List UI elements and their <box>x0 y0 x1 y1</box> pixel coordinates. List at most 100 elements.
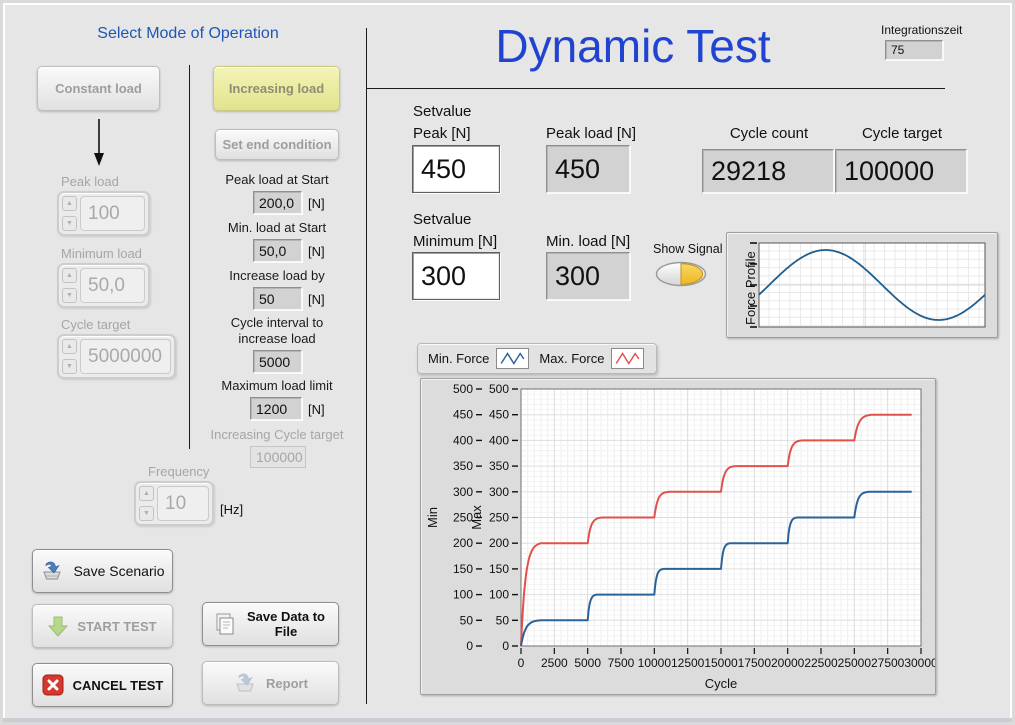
minimum-load-label: Minimum load <box>61 246 142 261</box>
spin-up-icon[interactable]: ▲ <box>139 486 154 501</box>
frequency-spinner[interactable]: ▲ ▼ 10 <box>134 481 214 526</box>
save-icon <box>233 672 257 694</box>
setvalue-peak-input[interactable]: 450 <box>412 145 500 193</box>
cycle-target-indicator-label: Cycle target <box>836 125 968 142</box>
cycle-interval-field[interactable]: 5000 <box>253 350 302 373</box>
save-data-label: Save Data to File <box>245 609 327 639</box>
peak-load-indicator: 450 <box>546 145 630 193</box>
tick-label: 200 <box>453 536 473 550</box>
tick-label: 150 <box>489 562 509 576</box>
tick-label: 500 <box>453 382 473 396</box>
tick-label: 50 <box>496 613 510 627</box>
cycle-interval-label: Cycle interval to increase load <box>216 315 338 347</box>
tick-label: 350 <box>489 459 509 473</box>
force-profile-chart <box>749 241 991 331</box>
constant-load-button[interactable]: Constant load <box>37 66 160 111</box>
frequency-value[interactable]: 10 <box>157 486 209 521</box>
cycle-target-label: Cycle target <box>61 317 130 332</box>
legend-item-max-label[interactable]: Max. Force <box>539 351 604 366</box>
integration-field[interactable]: 75 <box>885 40 943 60</box>
report-label: Report <box>266 676 308 691</box>
show-signal-toggle[interactable] <box>654 260 710 290</box>
tick-label: 400 <box>489 433 509 447</box>
setvalue-min-input[interactable]: 300 <box>412 252 500 300</box>
tick-label: 450 <box>489 408 509 422</box>
spin-up-icon[interactable]: ▲ <box>62 268 77 283</box>
min-load-start-label: Min. load at Start <box>206 220 348 235</box>
tick-label: 350 <box>453 459 473 473</box>
minimum-load-spinner[interactable]: ▲ ▼ 50,0 <box>57 263 150 308</box>
peak-load-start-unit: [N] <box>308 196 325 211</box>
maximum-load-limit-unit: [N] <box>308 402 325 417</box>
tick-label: 20000 <box>771 656 805 670</box>
tick-label: 450 <box>453 408 473 422</box>
tick-label: 17500 <box>738 656 772 670</box>
setvalue-min-label-2: Minimum [N] <box>413 233 497 250</box>
start-test-button[interactable]: START TEST <box>32 604 173 648</box>
setvalue-min-label-1: Setvalue <box>413 211 471 228</box>
spin-down-icon[interactable]: ▼ <box>62 216 77 231</box>
tick-label: 0 <box>518 656 525 670</box>
cancel-test-button[interactable]: CANCEL TEST <box>32 663 173 707</box>
legend-min-icon[interactable] <box>496 348 529 369</box>
tick-label: 300 <box>453 485 473 499</box>
spin-down-icon[interactable]: ▼ <box>62 359 77 374</box>
tick-label: 300 <box>489 485 509 499</box>
setvalue-peak-label-1: Setvalue <box>413 103 471 120</box>
cycle-target-spinner[interactable]: ▲ ▼ 5000000 <box>57 334 176 379</box>
main-chart-panel: 0050501001001501502002002502503003003503… <box>420 378 936 695</box>
save-scenario-label: Save Scenario <box>73 563 164 579</box>
maximum-load-limit-field[interactable]: 1200 <box>250 397 302 420</box>
select-mode-title: Select Mode of Operation <box>58 25 318 43</box>
tick-label: 27500 <box>871 656 905 670</box>
page-title: Dynamic Test <box>403 19 863 73</box>
tick-label: 7500 <box>608 656 635 670</box>
tick-label: 15000 <box>704 656 738 670</box>
cancel-test-label: CANCEL TEST <box>73 678 164 693</box>
increase-load-by-label: Increase load by <box>206 268 348 283</box>
start-test-label: START TEST <box>77 619 156 634</box>
increasing-load-button[interactable]: Increasing load <box>213 66 340 111</box>
save-scenario-button[interactable]: Save Scenario <box>32 549 173 593</box>
window-bottom-edge <box>3 718 1012 722</box>
dynamic-test-window: Select Mode of Operation Constant load P… <box>0 0 1015 725</box>
frequency-label: Frequency <box>148 464 209 479</box>
flow-arrow-icon <box>91 117 107 167</box>
cycle-target-value[interactable]: 5000000 <box>80 339 171 374</box>
increasing-cycle-target-label: Increasing Cycle target <box>206 427 348 442</box>
main-divider <box>366 28 367 704</box>
peak-load-value[interactable]: 100 <box>80 196 145 231</box>
tick-label: 150 <box>453 562 473 576</box>
green-arrow-icon <box>48 615 68 637</box>
setvalue-peak-label-2: Peak [N] <box>413 125 471 142</box>
peak-load-spinner[interactable]: ▲ ▼ 100 <box>57 191 150 236</box>
peak-load-label: Peak load <box>61 174 119 189</box>
min-load-indicator: 300 <box>546 252 630 300</box>
tick-label: 0 <box>502 639 509 653</box>
chart-legend: Min. Force Max. Force <box>417 343 657 374</box>
spin-up-icon[interactable]: ▲ <box>62 196 77 211</box>
spin-down-icon[interactable]: ▼ <box>62 288 77 303</box>
save-data-button[interactable]: Save Data to File <box>202 602 339 646</box>
peak-load-start-label: Peak load at Start <box>206 172 348 187</box>
tick-label: 5000 <box>574 656 601 670</box>
spin-down-icon[interactable]: ▼ <box>139 506 154 521</box>
minimum-load-value[interactable]: 50,0 <box>80 268 145 303</box>
integration-label: Integrationszeit <box>881 23 962 37</box>
min-load-start-field[interactable]: 50,0 <box>253 239 302 262</box>
red-x-icon <box>42 674 64 696</box>
increase-load-by-field[interactable]: 50 <box>253 287 302 310</box>
set-end-condition-button[interactable]: Set end condition <box>215 129 339 160</box>
mode-columns-divider <box>189 65 190 449</box>
legend-item-min-label[interactable]: Min. Force <box>428 351 489 366</box>
tick-label: 400 <box>453 433 473 447</box>
tick-label: 10000 <box>638 656 672 670</box>
min-load-indicator-label: Min. load [N] <box>546 233 630 250</box>
spin-up-icon[interactable]: ▲ <box>62 339 77 354</box>
peak-load-start-field[interactable]: 200,0 <box>253 191 302 214</box>
tick-label: 12500 <box>671 656 705 670</box>
report-button[interactable]: Report <box>202 661 339 705</box>
legend-max-icon[interactable] <box>611 348 644 369</box>
main-chart: 0050501001001501502002002502503003003503… <box>421 379 935 694</box>
min-load-start-unit: [N] <box>308 244 325 259</box>
